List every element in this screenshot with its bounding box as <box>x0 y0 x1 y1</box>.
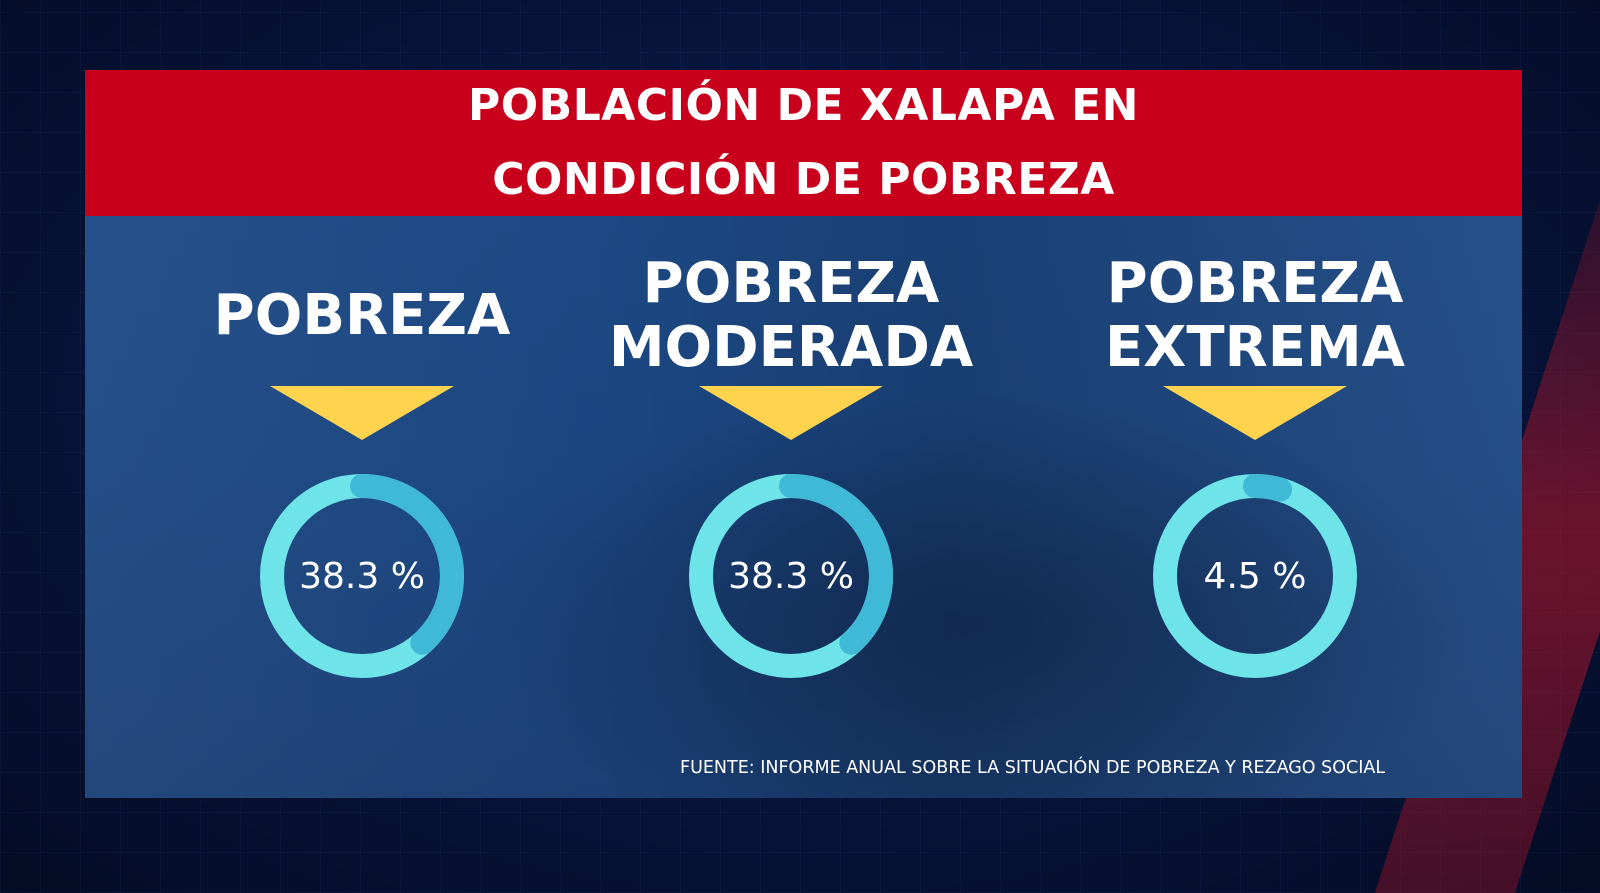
indicator-label-line-1: POBREZA <box>642 251 940 316</box>
title-line-1: POBLACIÓN DE XALAPA EN <box>468 80 1139 131</box>
donut-value-label: 38.3 % <box>299 556 425 597</box>
donut-value-label: 38.3 % <box>728 556 854 597</box>
indicator-label-line-1: POBREZA <box>213 283 511 348</box>
indicator-label-line-2: MODERADA <box>608 315 974 380</box>
indicator-label-line-1: POBREZA <box>1106 251 1404 316</box>
down-arrow-icon <box>1163 386 1347 440</box>
indicator-pobreza-moderada: POBREZA MODERADA 38.3 % <box>591 216 991 776</box>
donut-chart: 38.3 % <box>689 474 893 678</box>
source-note: FUENTE: INFORME ANUAL SOBRE LA SITUACIÓN… <box>680 758 1386 778</box>
donut-value-label: 4.5 % <box>1204 556 1307 597</box>
donut-value-arc <box>1243 474 1293 502</box>
donut-chart: 38.3 % <box>260 474 464 678</box>
donut-value-arc <box>779 474 893 655</box>
title-bar: POBLACIÓN DE XALAPA EN CONDICIÓN DE POBR… <box>85 70 1522 216</box>
infographic-panel: POBLACIÓN DE XALAPA EN CONDICIÓN DE POBR… <box>85 70 1522 798</box>
down-arrow-icon <box>270 386 454 440</box>
donut-chart: 4.5 % <box>1153 474 1357 678</box>
indicator-pobreza: POBREZA 38.3 % <box>162 216 562 776</box>
down-arrow-icon <box>699 386 883 440</box>
indicator-label-line-2: EXTREMA <box>1104 315 1406 380</box>
title-line-2: CONDICIÓN DE POBREZA <box>492 154 1115 205</box>
donut-value-arc <box>350 474 464 655</box>
indicator-pobreza-extrema: POBREZA EXTREMA 4.5 % <box>1055 216 1455 776</box>
